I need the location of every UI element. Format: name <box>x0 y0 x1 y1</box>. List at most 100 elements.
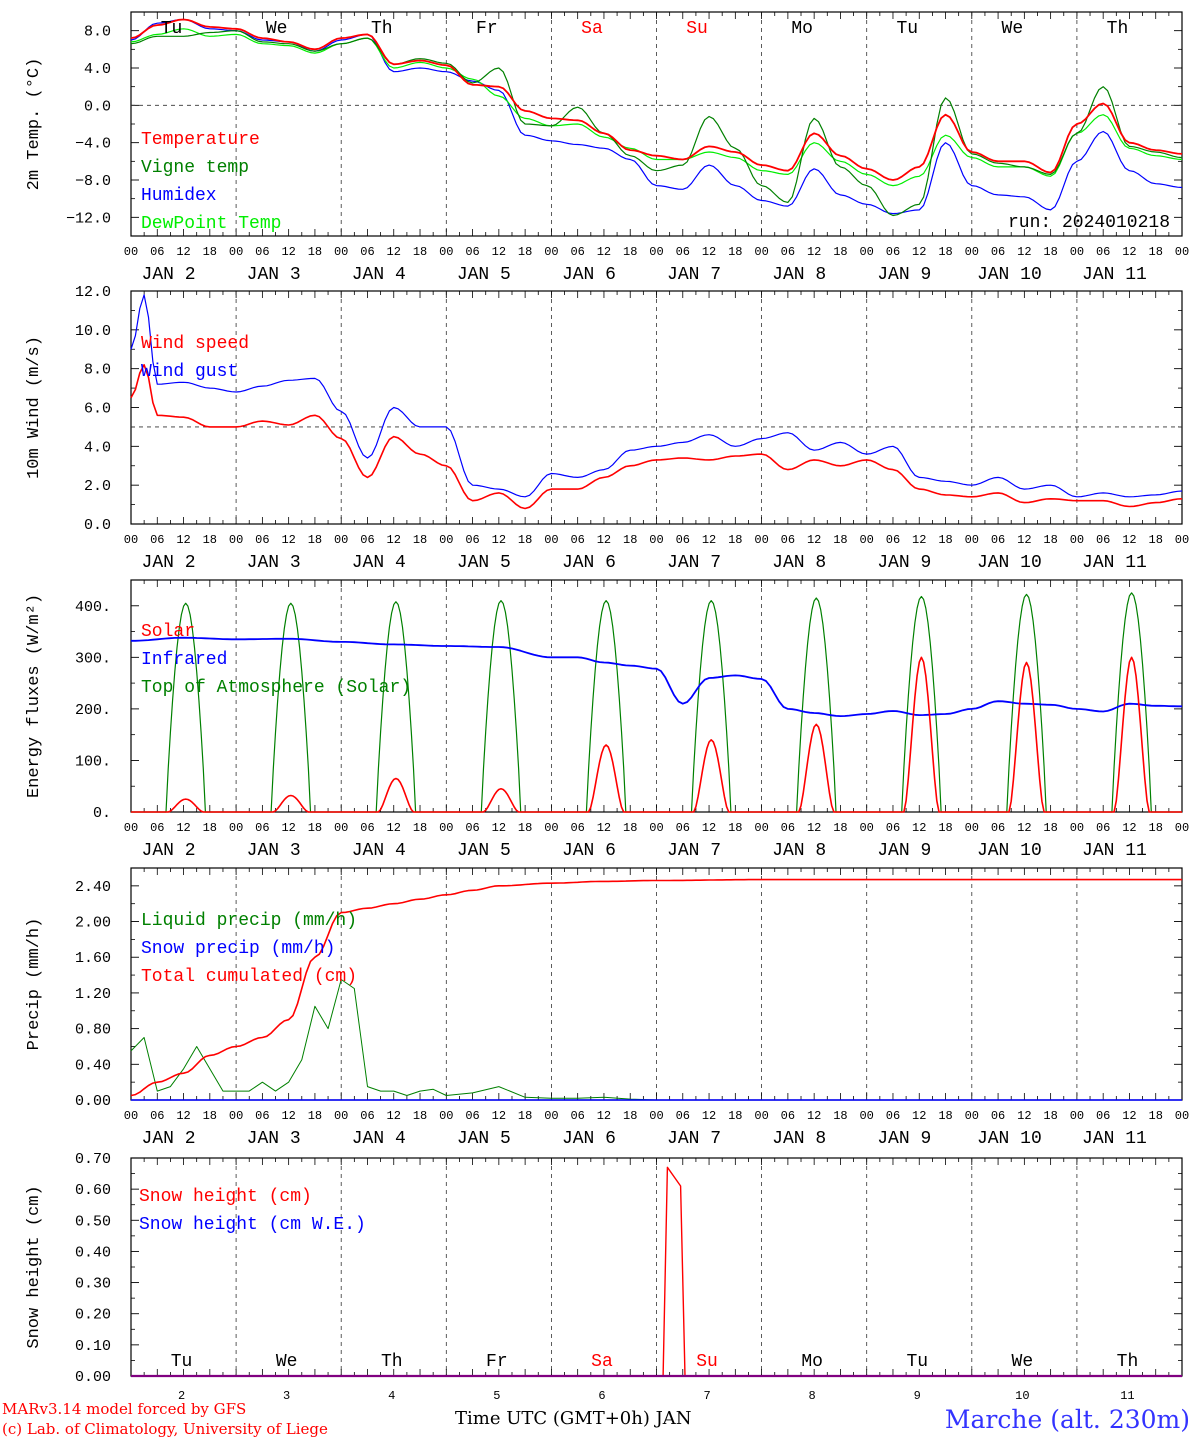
hour-tick-label: 18 <box>1043 1109 1057 1123</box>
x-axis-labels: 00 06 12 18 JAN 2 00 06 12 18 JAN 3 00 06 12 18 JAN 4 0… <box>124 533 1189 573</box>
y-tick-label: 2.40 <box>75 879 111 896</box>
hour-tick-label: 00 <box>439 533 453 547</box>
y-tick-label: 4.0 <box>84 61 111 78</box>
hour-tick-label: 06 <box>465 245 479 259</box>
date-label: JAN 3 <box>247 841 301 861</box>
hour-tick-label: 00 <box>544 1109 558 1123</box>
legend-entry: DewPoint Temp <box>141 214 281 234</box>
date-label: JAN 11 <box>1082 1129 1147 1149</box>
date-label: JAN 7 <box>667 553 721 573</box>
hour-tick-label: 00 <box>1175 245 1189 259</box>
hour-tick-label: 06 <box>991 533 1005 547</box>
date-label: JAN 2 <box>142 1129 196 1149</box>
hour-tick-label: 12 <box>281 821 295 835</box>
x-axis-labels: 00 06 12 18 JAN 2 00 06 12 18 JAN 3 00 06 12 18 JAN 4 0… <box>124 245 1189 285</box>
hour-tick-label: 18 <box>1149 821 1163 835</box>
legend-entry: Total cumulated (cm) <box>141 967 357 987</box>
day-number: 6 <box>598 1389 605 1403</box>
legend-entry: Solar <box>141 622 195 642</box>
hour-tick-label: 12 <box>807 821 821 835</box>
hour-tick-label: 12 <box>387 245 401 259</box>
hour-tick-label: 12 <box>387 1109 401 1123</box>
hour-tick-label: 00 <box>439 245 453 259</box>
day-name: Th <box>1117 1352 1139 1372</box>
panel-1: −12.0 −8.0 −4.0 0.0 4.0 8.0 2m Temp. (°C) Tu We T… <box>25 11 1183 237</box>
y-tick-label: 0.00 <box>75 1093 111 1110</box>
day-name: Fr <box>476 19 498 39</box>
series-line <box>131 656 1182 813</box>
y-tick-label: 200. <box>75 702 111 719</box>
hour-tick-label: 00 <box>1175 821 1189 835</box>
hour-tick-label: 00 <box>124 245 138 259</box>
hour-tick-label: 00 <box>649 533 663 547</box>
hour-tick-label: 12 <box>1017 1109 1031 1123</box>
date-label: JAN 8 <box>772 1129 826 1149</box>
day-number: 11 <box>1120 1389 1134 1403</box>
date-label: JAN 5 <box>457 841 511 861</box>
date-label: JAN 10 <box>977 841 1042 861</box>
y-tick-label: 1.60 <box>75 950 111 967</box>
hour-tick-label: 00 <box>334 821 348 835</box>
series-line <box>130 878 1182 1097</box>
day-number: 8 <box>809 1389 816 1403</box>
hour-tick-label: 06 <box>886 821 900 835</box>
hour-tick-label: 00 <box>124 1109 138 1123</box>
panel-3: 0. 100. 200. 300. 400. Energy fluxes (W/m²) So… <box>25 579 1183 822</box>
hour-tick-label: 18 <box>203 533 217 547</box>
hour-tick-label: 00 <box>754 821 768 835</box>
hour-tick-label: 18 <box>308 533 322 547</box>
hour-tick-label: 12 <box>492 821 506 835</box>
hour-tick-label: 06 <box>1096 1109 1110 1123</box>
hour-tick-label: 00 <box>649 245 663 259</box>
day-name: Su <box>696 1352 718 1372</box>
day-number: 3 <box>283 1389 290 1403</box>
hour-tick-label: 00 <box>754 1109 768 1123</box>
date-label: JAN 4 <box>352 841 406 861</box>
day-name: Su <box>686 19 708 39</box>
date-label: JAN 4 <box>352 1129 406 1149</box>
y-tick-label: 0.50 <box>75 1213 111 1230</box>
day-name: Fr <box>486 1352 508 1372</box>
hour-tick-label: 12 <box>597 533 611 547</box>
model-credit: MARv3.14 model forced by GFS <box>2 1400 246 1418</box>
hour-tick-label: 12 <box>597 245 611 259</box>
lab-credit: (c) Lab. of Climatology, University of L… <box>2 1420 328 1438</box>
y-axis-title: Energy fluxes (W/m²) <box>25 594 44 798</box>
panel-2: 0.0 2.0 4.0 6.0 8.0 10.0 12.0 10m Wind (m/s) Win… <box>25 284 1183 534</box>
y-tick-label: 2.00 <box>75 915 111 932</box>
hour-tick-label: 18 <box>518 533 532 547</box>
hour-tick-label: 18 <box>518 245 532 259</box>
hour-tick-label: 00 <box>754 533 768 547</box>
hour-tick-label: 18 <box>938 533 952 547</box>
hour-tick-label: 18 <box>1043 245 1057 259</box>
hour-tick-label: 12 <box>176 245 190 259</box>
hour-tick-label: 06 <box>570 245 584 259</box>
hour-tick-label: 18 <box>308 245 322 259</box>
hour-tick-label: 18 <box>833 1109 847 1123</box>
hour-tick-label: 12 <box>1122 533 1136 547</box>
hour-tick-label: 06 <box>676 821 690 835</box>
date-label: JAN 11 <box>1082 553 1147 573</box>
y-tick-label: 0.00 <box>75 1369 111 1386</box>
hour-tick-label: 00 <box>1175 533 1189 547</box>
y-tick-label: 0.40 <box>75 1057 111 1074</box>
date-label: JAN 5 <box>457 265 511 285</box>
date-label: JAN 10 <box>977 1129 1042 1149</box>
hour-tick-label: 12 <box>387 533 401 547</box>
y-axis-title: Precip (mm/h) <box>25 918 44 1051</box>
hour-tick-label: 00 <box>124 533 138 547</box>
hour-tick-label: 06 <box>255 245 269 259</box>
hour-tick-label: 18 <box>728 821 742 835</box>
hour-tick-label: 00 <box>229 533 243 547</box>
hour-tick-label: 12 <box>807 533 821 547</box>
y-tick-label: 0.10 <box>75 1338 111 1355</box>
legend-entry: Vigne temp <box>141 158 249 178</box>
day-name: Sa <box>581 19 603 39</box>
hour-tick-label: 18 <box>728 245 742 259</box>
day-name: Tu <box>161 19 183 39</box>
hour-tick-label: 18 <box>518 821 532 835</box>
y-tick-label: 0.0 <box>84 517 111 534</box>
day-name: Sa <box>591 1352 613 1372</box>
y-tick-label: −4.0 <box>75 136 111 153</box>
